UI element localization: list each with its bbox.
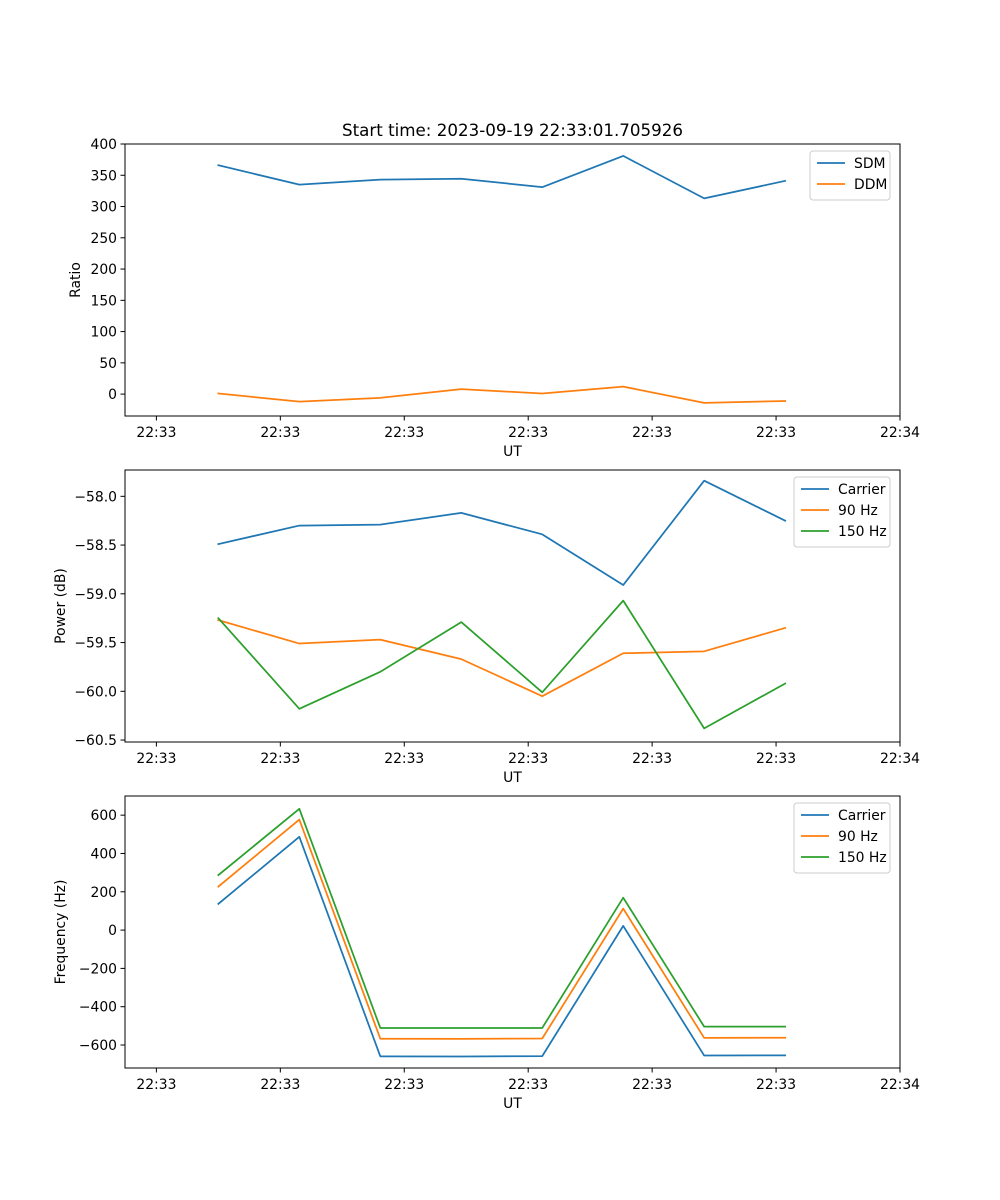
x-tick-label: 22:33: [260, 425, 300, 441]
axes-frame: [124, 469, 901, 743]
subplot-3: 22:33 22:33 22:33 22:33 22:33 22:33 22:34 −600 −…: [53, 795, 920, 1112]
y-tick-label: −600: [79, 1038, 117, 1054]
figure-title: Start time: 2023-09-19 22:33:01.705926: [342, 120, 683, 140]
y-tick-label: 0: [108, 923, 117, 939]
y-axis-label: Frequency (Hz): [53, 880, 69, 985]
x-tick-label: 22:33: [136, 1077, 176, 1093]
y-tick-label: 400: [90, 137, 117, 153]
x-tick-label: 22:33: [756, 751, 796, 767]
legend-label: 150 Hz: [838, 524, 887, 540]
series-line-sdm: [217, 155, 787, 200]
x-tick-label: 22:33: [508, 425, 548, 441]
y-tick-label: 100: [90, 325, 117, 341]
y-tick-label: −60.5: [74, 733, 117, 749]
legend-label: Carrier: [838, 808, 886, 824]
y-tick-label: −58.0: [74, 489, 117, 505]
x-tick-label: 22:33: [756, 1077, 796, 1093]
y-tick-label: −60.0: [74, 684, 117, 700]
y-tick-label: −400: [79, 1000, 117, 1016]
x-tick-label: 22:33: [632, 1077, 672, 1093]
x-tick-label: 22:33: [508, 751, 548, 767]
series-line-ddm: [217, 385, 787, 404]
series-line-90-hz: [217, 619, 787, 698]
subplot-1: 22:33 22:33 22:33 22:33 22:33 22:33 22:34 0 50 10…: [68, 137, 920, 460]
x-tick-label: 22:33: [260, 1077, 300, 1093]
y-tick-label: 150: [90, 293, 117, 309]
legend-box: [793, 802, 891, 874]
x-tick-label: 22:34: [880, 751, 920, 767]
y-tick-label: 200: [90, 885, 117, 901]
legend-label: 90 Hz: [838, 829, 878, 845]
legend-box: [793, 476, 891, 548]
x-tick-label: 22:33: [384, 425, 424, 441]
y-tick-label: 200: [90, 262, 117, 278]
series-line-90-hz: [217, 818, 787, 1040]
axes-frame: [124, 143, 901, 417]
y-tick-label: 250: [90, 231, 117, 247]
axes-frame: [124, 795, 901, 1069]
y-tick-label: 0: [108, 387, 117, 403]
legend-label: Carrier: [838, 482, 886, 498]
legend: Carrier 90 Hz 150 Hz: [793, 802, 891, 874]
y-tick-label: 50: [99, 356, 117, 372]
legend-label: SDM: [854, 156, 886, 172]
y-tick-label: 600: [90, 808, 117, 824]
y-tick-label: 300: [90, 200, 117, 216]
y-axis-label: Ratio: [68, 262, 84, 298]
x-tick-label: 22:33: [384, 1077, 424, 1093]
legend: SDM DDM: [809, 150, 891, 201]
legend-label: 90 Hz: [838, 503, 878, 519]
legend: Carrier 90 Hz 150 Hz: [793, 476, 891, 548]
x-tick-label: 22:33: [756, 425, 796, 441]
series-line-150-hz: [217, 599, 787, 730]
y-tick-label: 400: [90, 846, 117, 862]
x-tick-label: 22:33: [136, 425, 176, 441]
x-tick-label: 22:34: [880, 425, 920, 441]
legend-label: DDM: [854, 177, 887, 193]
series-line-carrier: [217, 479, 787, 586]
y-tick-label: −58.5: [74, 538, 117, 554]
y-tick-label: −59.5: [74, 636, 117, 652]
y-tick-label: −59.0: [74, 587, 117, 603]
y-tick-label: 350: [90, 168, 117, 184]
x-tick-label: 22:33: [632, 751, 672, 767]
x-tick-label: 22:33: [136, 751, 176, 767]
x-axis-label: UT: [503, 1096, 522, 1112]
x-tick-label: 22:33: [508, 1077, 548, 1093]
series-line-150-hz: [217, 807, 787, 1029]
x-axis-label: UT: [503, 444, 522, 460]
series-line-carrier: [217, 835, 787, 1058]
x-axis-label: UT: [503, 770, 522, 786]
x-tick-label: 22:34: [880, 1077, 920, 1093]
legend-label: 150 Hz: [838, 850, 887, 866]
x-tick-label: 22:33: [384, 751, 424, 767]
y-tick-label: −200: [79, 961, 117, 977]
y-axis-label: Power (dB): [53, 568, 69, 644]
x-tick-label: 22:33: [632, 425, 672, 441]
x-tick-label: 22:33: [260, 751, 300, 767]
subplot-2: 22:33 22:33 22:33 22:33 22:33 22:33 22:34 −60.5…: [53, 469, 920, 786]
